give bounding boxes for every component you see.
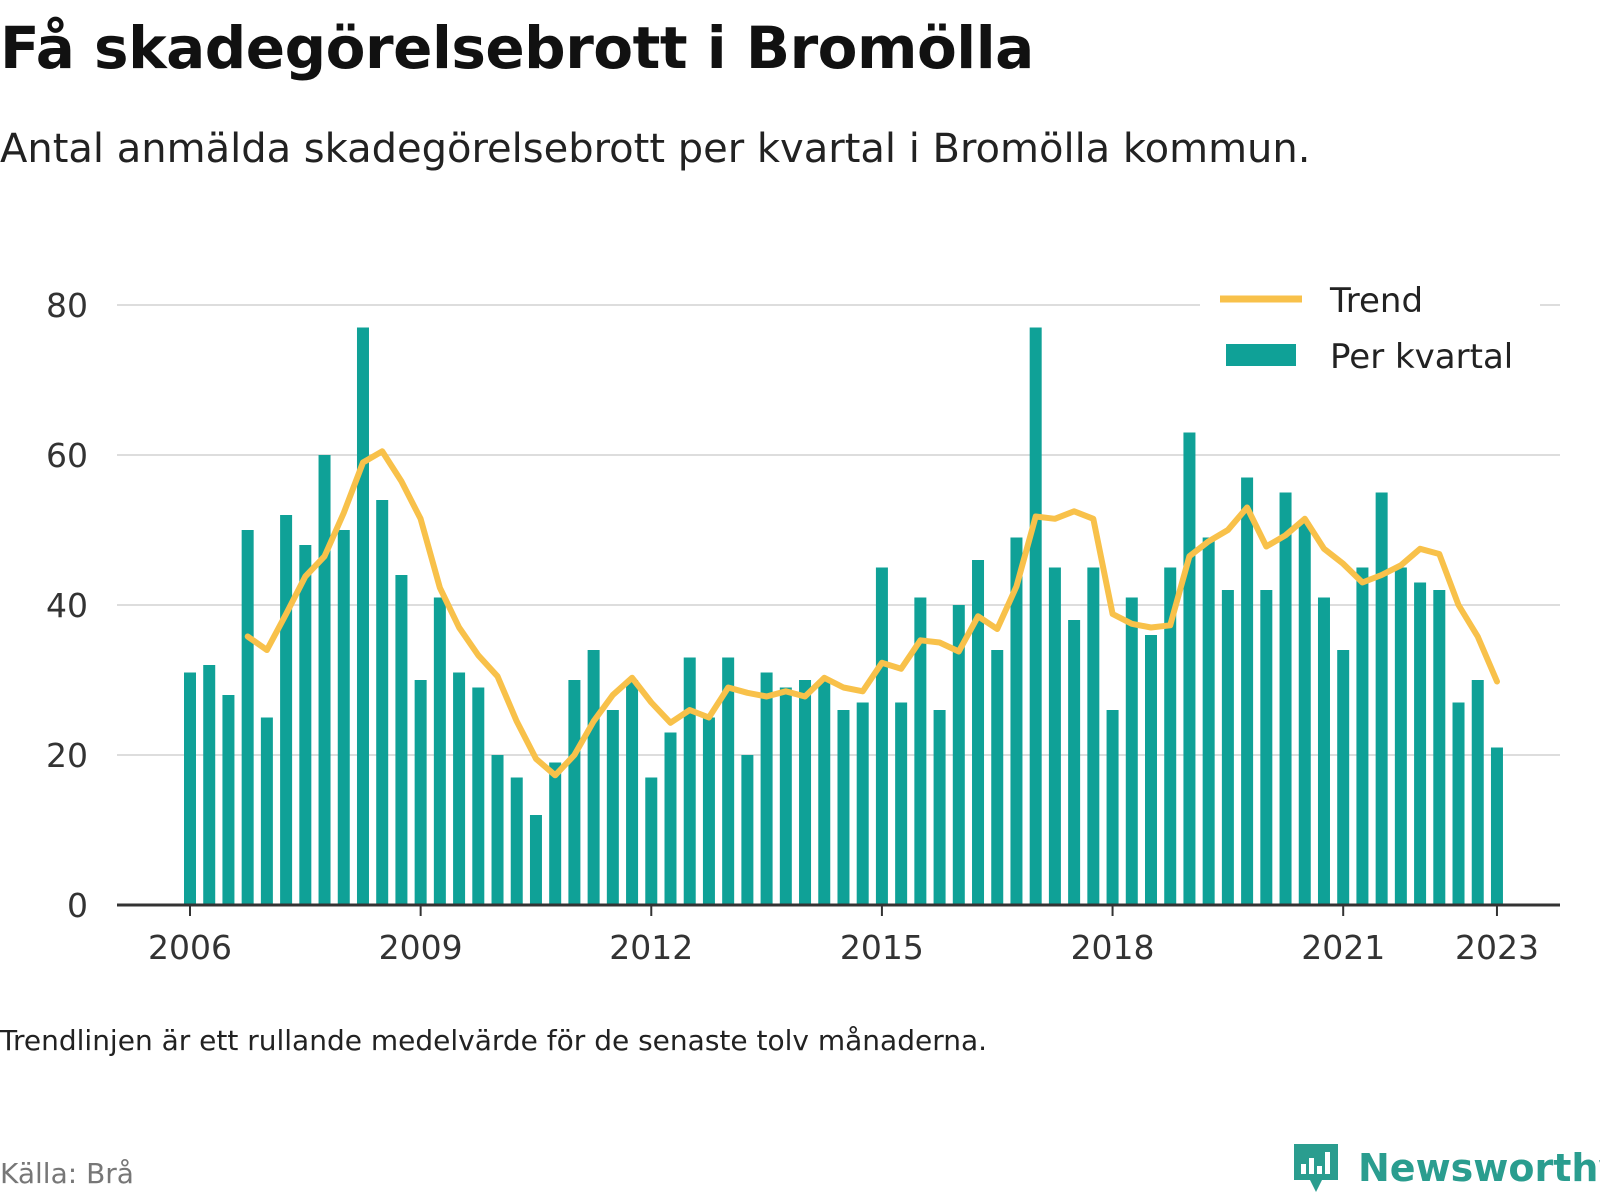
bar [645, 777, 658, 905]
bar [856, 702, 869, 905]
bar [491, 755, 504, 905]
bar [433, 597, 446, 905]
bar [1394, 567, 1407, 905]
bar [1433, 590, 1446, 905]
bar [395, 575, 408, 905]
bar [337, 530, 350, 905]
x-tick-label: 2009 [379, 928, 463, 967]
x-tick-label: 2012 [609, 928, 693, 967]
bar [626, 680, 639, 905]
bar [356, 327, 369, 905]
newsworthy-icon [1294, 1144, 1338, 1192]
bar [1490, 747, 1503, 905]
bar [895, 702, 908, 905]
bar [1241, 477, 1254, 905]
bar [991, 650, 1004, 905]
bar [549, 762, 562, 905]
bar [472, 687, 485, 905]
chart: 0 20 40 60 80 2006 2009 2012 2015 2018 2021 2023 T… [46, 278, 1560, 967]
bar [1087, 567, 1100, 905]
bar [952, 605, 965, 905]
bar [568, 680, 581, 905]
y-tick-label: 80 [46, 286, 88, 325]
bar [1317, 597, 1330, 905]
bar [1414, 582, 1427, 905]
bar [1125, 597, 1138, 905]
chart-title: Få skadegörelsebrott i Bromölla [0, 14, 1034, 82]
bar [760, 672, 773, 905]
bar [1145, 635, 1157, 905]
bar [1106, 710, 1119, 905]
bar [664, 732, 677, 905]
y-axis-ticks: 0 20 40 60 80 [46, 286, 88, 925]
bar [510, 777, 523, 905]
bar [1375, 492, 1388, 905]
source-text: Källa: Brå [0, 1157, 134, 1190]
bar [914, 597, 927, 905]
bar [1164, 567, 1177, 905]
bar [1029, 327, 1042, 905]
bar [1337, 650, 1350, 905]
bar [1068, 620, 1081, 905]
bar [318, 455, 331, 905]
trend-line [244, 448, 1500, 779]
bar [1260, 590, 1273, 905]
bar [1183, 432, 1196, 905]
bar [1048, 567, 1061, 905]
y-tick-label: 60 [46, 436, 88, 475]
bar [1452, 702, 1465, 905]
bar [818, 680, 831, 905]
x-tick-label: 2023 [1455, 928, 1539, 967]
bar [1010, 537, 1023, 905]
brand-name: Newsworthy [1358, 1146, 1600, 1190]
bar [933, 710, 946, 905]
bar [453, 672, 466, 905]
bar [1279, 492, 1292, 905]
brand-logo[interactable]: Newsworthy [1290, 1140, 1600, 1196]
bar [875, 567, 888, 905]
chart-subtitle: Antal anmälda skadegörelsebrott per kvar… [0, 126, 1311, 172]
bar [184, 672, 196, 905]
y-tick-label: 40 [46, 586, 88, 625]
bar [779, 687, 792, 905]
bar-series [184, 327, 1503, 905]
bar [376, 500, 389, 905]
bar [299, 545, 312, 905]
bar [1471, 680, 1484, 905]
bar [683, 657, 696, 905]
x-tick-label: 2006 [148, 928, 232, 967]
bar [722, 657, 735, 905]
bar [203, 665, 216, 905]
bar [280, 515, 293, 905]
legend-bar-label: Per kvartal [1330, 337, 1513, 377]
bar [606, 710, 619, 905]
bar [799, 680, 812, 905]
bar [222, 695, 235, 905]
x-axis: 2006 2009 2012 2015 2018 2021 2023 [117, 903, 1560, 967]
legend: Trend Per kvartal [1200, 278, 1540, 377]
bar [1221, 590, 1234, 905]
bar [529, 815, 542, 905]
x-tick-label: 2018 [1071, 928, 1155, 967]
bar [741, 755, 754, 905]
bar [1202, 537, 1215, 905]
y-tick-label: 0 [67, 886, 88, 925]
trend-series [244, 448, 1500, 779]
x-tick-label: 2021 [1301, 928, 1385, 967]
bar [587, 650, 600, 905]
bar [1356, 567, 1369, 905]
bar [241, 530, 254, 905]
legend-bar-swatch [1226, 344, 1296, 366]
bar [414, 680, 427, 905]
bar [702, 717, 715, 905]
bar [972, 560, 985, 905]
bar [1298, 522, 1311, 905]
y-tick-label: 20 [46, 736, 88, 775]
bar [260, 717, 273, 905]
bar [837, 710, 850, 905]
x-tick-label: 2015 [840, 928, 924, 967]
legend-trend-label: Trend [1329, 281, 1423, 321]
trend-note: Trendlinjen är ett rullande medelvärde f… [0, 1024, 988, 1057]
